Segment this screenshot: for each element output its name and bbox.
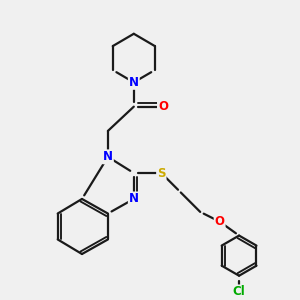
Text: N: N [103,150,113,164]
Text: S: S [157,167,166,179]
Text: Cl: Cl [233,285,245,298]
Text: N: N [129,76,139,89]
Text: N: N [129,193,139,206]
Text: O: O [158,100,168,113]
Text: O: O [214,215,225,228]
